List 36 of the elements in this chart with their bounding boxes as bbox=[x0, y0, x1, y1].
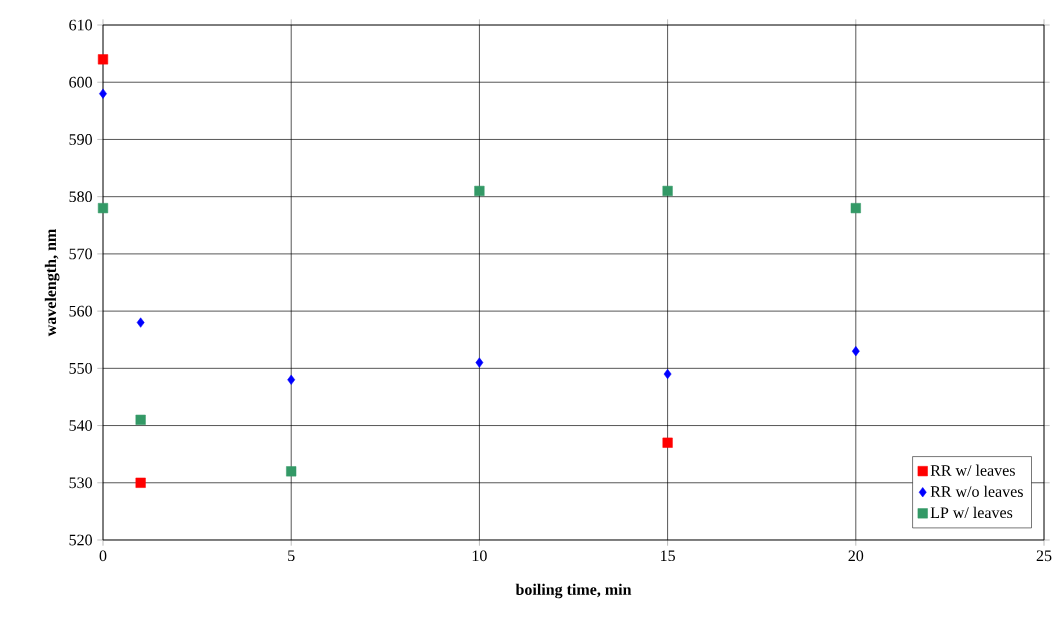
point bbox=[136, 317, 145, 328]
point bbox=[135, 414, 146, 425]
y-tick-label: 530 bbox=[69, 477, 92, 489]
x-axis-title: boiling time, min bbox=[515, 583, 632, 599]
x-tick-label: 10 bbox=[472, 550, 487, 562]
y-tick-label: 550 bbox=[69, 362, 92, 374]
x-tick-label: 5 bbox=[288, 550, 295, 562]
point bbox=[286, 466, 297, 477]
point bbox=[850, 203, 861, 214]
y-tick-label: 600 bbox=[69, 76, 92, 88]
y-tick-label: 580 bbox=[69, 191, 92, 203]
x-tick-label: 25 bbox=[1036, 550, 1052, 562]
legend-label: LP w/ leaves bbox=[930, 506, 1013, 519]
point bbox=[287, 374, 296, 385]
y-tick-label: 540 bbox=[69, 420, 92, 431]
legend-label: RR w/o leaves bbox=[930, 485, 1023, 497]
point bbox=[97, 203, 109, 214]
y-tick-label: 590 bbox=[69, 134, 92, 145]
point bbox=[99, 88, 107, 99]
y-axis-title: wavelength, nm bbox=[44, 229, 60, 337]
y-tick-label: 560 bbox=[69, 305, 92, 317]
y-tick-label: 520 bbox=[69, 534, 92, 546]
point bbox=[475, 357, 484, 368]
point bbox=[474, 185, 485, 197]
point bbox=[135, 477, 146, 488]
x-tick-label: 20 bbox=[848, 550, 864, 562]
point bbox=[97, 54, 109, 65]
y-tick-label: 610 bbox=[69, 19, 92, 31]
y-tick-label: 570 bbox=[69, 248, 92, 260]
x-tick-label: 0 bbox=[99, 550, 107, 562]
point bbox=[663, 368, 672, 380]
x-tick-label: 15 bbox=[661, 550, 675, 562]
point bbox=[851, 346, 860, 357]
point bbox=[662, 437, 673, 448]
legend-label: RR w/ leaves bbox=[930, 464, 1015, 476]
point bbox=[662, 185, 673, 197]
